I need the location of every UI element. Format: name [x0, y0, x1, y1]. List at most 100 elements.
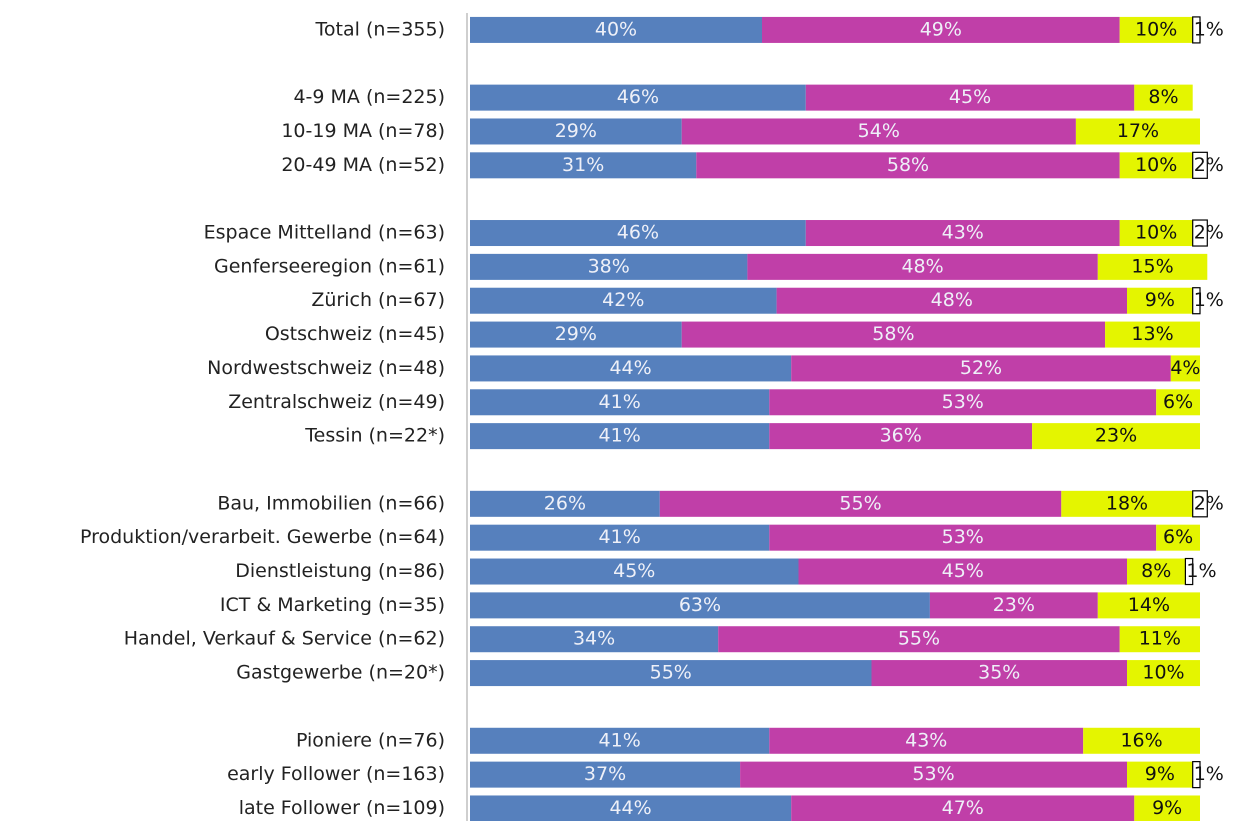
- value-label: 8%: [1141, 560, 1171, 582]
- value-label: 45%: [613, 560, 655, 582]
- value-label: 17%: [1117, 120, 1159, 142]
- value-label: 45%: [942, 560, 984, 582]
- bar-segment: [1119, 152, 1193, 179]
- value-label: 6%: [1163, 526, 1193, 548]
- bar-segment: [1127, 761, 1193, 788]
- value-label: 23%: [1095, 425, 1137, 447]
- value-label: 55%: [898, 628, 940, 650]
- value-label: 10%: [1135, 18, 1177, 40]
- value-label: 1%: [1194, 289, 1224, 311]
- category-label: Nordwestschweiz (n=48): [207, 357, 445, 379]
- category-label: early Follower (n=163): [227, 763, 445, 785]
- value-label: 37%: [584, 763, 626, 785]
- category-label: Dienstleistung (n=86): [235, 560, 445, 582]
- value-label: 10%: [1135, 154, 1177, 176]
- bar-segment: [791, 355, 1171, 382]
- value-label: 55%: [650, 662, 692, 684]
- category-label: ICT & Marketing (n=35): [220, 594, 445, 616]
- category-label: Tessin (n=22*): [304, 425, 445, 447]
- bar-segment: [1156, 524, 1200, 551]
- value-label: 1%: [1194, 763, 1224, 785]
- value-label: 13%: [1131, 323, 1173, 345]
- bar-segment: [1075, 118, 1200, 145]
- bar-segment: [470, 84, 806, 111]
- bar-segment: [1170, 355, 1200, 382]
- bar-segment: [747, 253, 1098, 280]
- bar-segment: [718, 626, 1120, 653]
- value-label: 10%: [1135, 222, 1177, 244]
- value-label: 46%: [617, 86, 659, 108]
- bar-segment: [769, 423, 1033, 450]
- bar-segment: [1119, 16, 1193, 43]
- value-label: 9%: [1152, 797, 1182, 819]
- value-label: 44%: [609, 357, 651, 379]
- bar-segment: [1192, 490, 1208, 518]
- value-label: 29%: [555, 323, 597, 345]
- value-label: 43%: [905, 729, 947, 751]
- bar-segment: [1119, 626, 1200, 653]
- bar-segment: [470, 118, 682, 145]
- value-label: 49%: [920, 18, 962, 40]
- bar-segment: [1134, 84, 1193, 111]
- category-label: Zürich (n=67): [311, 289, 445, 311]
- value-label: 40%: [595, 18, 637, 40]
- value-label: 41%: [599, 526, 641, 548]
- value-label: 36%: [880, 425, 922, 447]
- bar-segment: [1083, 727, 1200, 754]
- bar-segment: [470, 660, 872, 687]
- value-label: 58%: [872, 323, 914, 345]
- value-label: 1%: [1194, 18, 1224, 40]
- value-label: 52%: [960, 357, 1002, 379]
- value-label: 45%: [949, 86, 991, 108]
- bar-segment: [1127, 558, 1186, 585]
- bar-segment: [470, 761, 741, 788]
- bar-segment: [1097, 253, 1208, 280]
- value-label: 18%: [1106, 492, 1148, 514]
- value-label: 63%: [679, 594, 721, 616]
- value-label: 34%: [573, 628, 615, 650]
- bar-segment: [929, 592, 1098, 619]
- bar-segment: [470, 321, 682, 348]
- value-label: 53%: [942, 526, 984, 548]
- category-label: 20-49 MA (n=52): [281, 154, 445, 176]
- bar-segment: [1184, 557, 1194, 586]
- value-label: 11%: [1139, 628, 1181, 650]
- bar-segment: [740, 761, 1127, 788]
- value-label: 48%: [931, 289, 973, 311]
- value-label: 38%: [588, 255, 630, 277]
- value-label: 8%: [1148, 86, 1178, 108]
- category-label: Zentralschweiz (n=49): [228, 391, 445, 413]
- bar-segment: [470, 220, 806, 247]
- value-label: 2%: [1194, 222, 1224, 244]
- value-label: 47%: [942, 797, 984, 819]
- bar-segment: [470, 524, 770, 551]
- value-label: 31%: [562, 154, 604, 176]
- bar-segment: [470, 389, 770, 416]
- category-label: Bau, Immobilien (n=66): [217, 492, 445, 514]
- value-label: 15%: [1131, 255, 1173, 277]
- bar-segment: [1119, 220, 1193, 247]
- bar-segment: [1192, 761, 1201, 789]
- bar-segment: [1127, 287, 1193, 314]
- category-label: Gastgewerbe (n=20*): [236, 662, 445, 684]
- value-label: 46%: [617, 222, 659, 244]
- bar-segment: [470, 626, 719, 653]
- category-label: Total (n=355): [315, 18, 445, 40]
- bar-segment: [470, 727, 770, 754]
- value-label: 6%: [1163, 391, 1193, 413]
- value-label: 35%: [978, 662, 1020, 684]
- category-label: late Follower (n=109): [239, 797, 445, 819]
- bar-segment: [1156, 389, 1200, 416]
- category-label: 4-9 MA (n=225): [293, 86, 445, 108]
- category-label: 10-19 MA (n=78): [281, 120, 445, 142]
- bar-segment: [1192, 151, 1208, 179]
- bar-segment: [470, 16, 762, 43]
- value-label: 54%: [858, 120, 900, 142]
- bar-segment: [769, 389, 1157, 416]
- value-label: 1%: [1186, 560, 1216, 582]
- value-label: 55%: [839, 492, 881, 514]
- bar-segment: [1105, 321, 1200, 348]
- bar-segment: [470, 558, 799, 585]
- bar-segment: [762, 16, 1120, 43]
